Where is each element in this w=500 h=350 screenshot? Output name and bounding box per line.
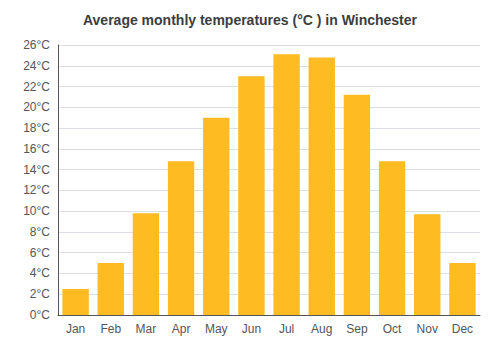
svg-text:8°C: 8°C <box>30 225 50 239</box>
svg-text:10°C: 10°C <box>23 204 50 218</box>
svg-text:May: May <box>205 322 228 336</box>
svg-text:18°C: 18°C <box>23 121 50 135</box>
svg-text:Nov: Nov <box>417 322 438 336</box>
svg-text:Feb: Feb <box>100 322 121 336</box>
svg-text:24°C: 24°C <box>23 59 50 73</box>
svg-text:22°C: 22°C <box>23 80 50 94</box>
svg-text:Mar: Mar <box>136 322 157 336</box>
svg-text:16°C: 16°C <box>23 142 50 156</box>
svg-text:Jul: Jul <box>279 322 294 336</box>
svg-text:4°C: 4°C <box>30 266 50 280</box>
svg-text:Apr: Apr <box>172 322 191 336</box>
svg-text:Jan: Jan <box>66 322 85 336</box>
svg-text:12°C: 12°C <box>23 183 50 197</box>
svg-text:0°C: 0°C <box>30 308 50 322</box>
svg-text:Jun: Jun <box>242 322 261 336</box>
svg-text:Average monthly temperatures (: Average monthly temperatures (°C ) in Wi… <box>83 12 418 28</box>
svg-text:14°C: 14°C <box>23 163 50 177</box>
svg-text:26°C: 26°C <box>23 38 50 52</box>
svg-text:Aug: Aug <box>311 322 332 336</box>
svg-text:Sep: Sep <box>346 322 368 336</box>
svg-text:6°C: 6°C <box>30 246 50 260</box>
svg-text:Oct: Oct <box>383 322 402 336</box>
svg-text:2°C: 2°C <box>30 287 50 301</box>
svg-text:Dec: Dec <box>452 322 473 336</box>
svg-text:20°C: 20°C <box>23 100 50 114</box>
